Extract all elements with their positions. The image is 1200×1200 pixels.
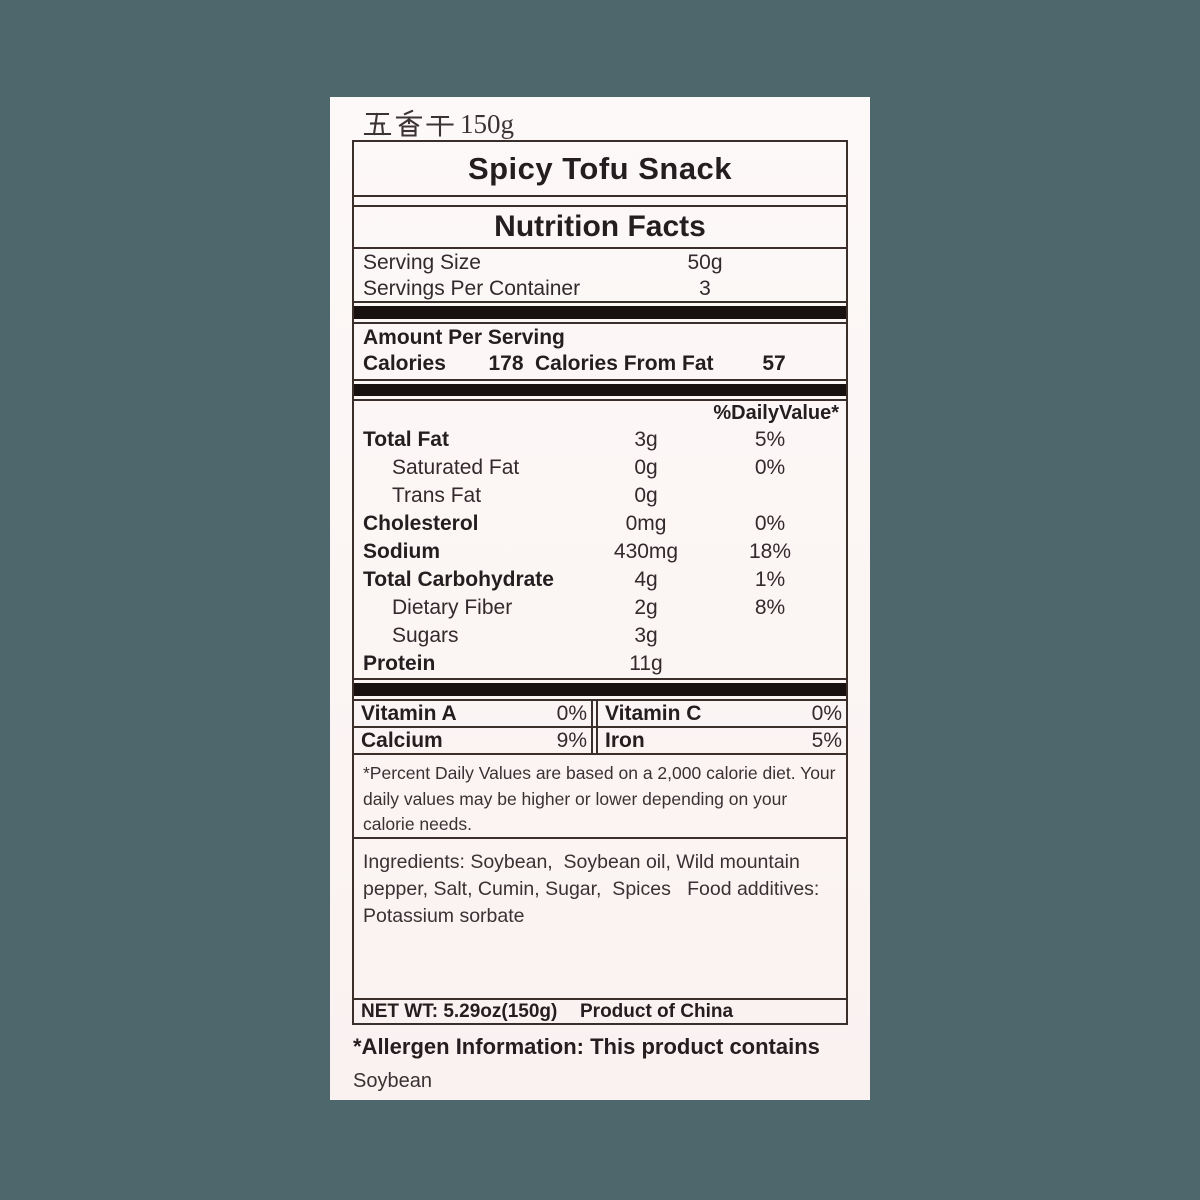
nutrient-label: Sodium (363, 540, 440, 563)
nutrient-dv (694, 622, 846, 650)
vitamin-label: Iron (605, 729, 645, 752)
nutrient-amount: 0g (634, 456, 658, 479)
nutrient-row-total-carbohydrate: Total Carbohydrate 4g 1% (354, 566, 846, 594)
vitamins-section: Vitamin A 0% Vitamin C 0% Calcium 9% Iro… (354, 699, 846, 755)
nutrient-row-sugars: Sugars 3g (354, 622, 846, 650)
vitamin-c-cell: Vitamin C 0% (596, 701, 846, 726)
serving-info-section: Serving Size 50g Servings Per Container … (354, 249, 846, 303)
calories-label: Calories (363, 352, 446, 375)
nutrient-label: Trans Fat (392, 484, 482, 507)
calories-value: 178 (488, 352, 524, 375)
nutrient-row-cholesterol: Cholesterol 0mg 0% (354, 510, 846, 538)
net-weight-top: 150g (460, 109, 514, 139)
package-photo: 150g Spicy Tofu Snack Nutrition Facts Se… (330, 97, 870, 1100)
nutrient-label: Protein (363, 652, 436, 675)
daily-value-heading: %DailyValue* (713, 402, 839, 424)
serving-size-row: Serving Size 50g (354, 250, 846, 276)
amount-per-serving-label: Amount Per Serving (363, 326, 565, 349)
nutrient-label: Saturated Fat (392, 456, 520, 479)
iron-cell: Iron 5% (596, 728, 846, 753)
nutrient-dv: 0% (754, 512, 786, 535)
nutrient-label: Cholesterol (363, 512, 479, 535)
vitamin-label: Calcium (361, 729, 443, 752)
nutrient-label: Total Fat (363, 428, 449, 451)
servings-per-container-row: Servings Per Container 3 (354, 276, 846, 302)
country-of-origin: Product of China (580, 1001, 734, 1022)
vitamin-value: 0% (556, 702, 587, 725)
nutrient-dv: 18% (748, 540, 792, 563)
section-divider-bar (354, 306, 846, 319)
vitamin-row-2: Calcium 9% Iron 5% (354, 726, 846, 753)
nutrient-amount: 0mg (625, 512, 667, 535)
nutrient-amount: 11g (629, 652, 663, 675)
ingredients-text: Ingredients: Soybean, Soybean oil, Wild … (354, 839, 846, 1000)
vitamin-value: 0% (811, 702, 842, 725)
vitamin-label: Vitamin A (361, 702, 457, 725)
allergen-information: *Allergen Information: This product cont… (353, 1033, 853, 1094)
net-weight-row: NET WT: 5.29oz(150g) Product of China (354, 1000, 846, 1023)
allergen-value: Soybean (353, 1070, 432, 1092)
serving-size-label: Serving Size (363, 251, 481, 274)
nutrient-amount: 430mg (613, 540, 679, 563)
vitamin-row-1: Vitamin A 0% Vitamin C 0% (354, 701, 846, 726)
nutrition-label-table: Spicy Tofu Snack Nutrition Facts Serving… (352, 140, 848, 1025)
nutrient-row-protein: Protein 11g (354, 650, 846, 678)
vitamin-label: Vitamin C (605, 702, 702, 725)
calories-from-fat-value: 57 (762, 352, 786, 375)
nutrients-section: %DailyValue* Total Fat 3g 5% Saturated F… (354, 399, 846, 680)
nutrient-amount: 2g (634, 596, 658, 619)
nutrient-row-dietary-fiber: Dietary Fiber 2g 8% (354, 594, 846, 622)
serving-size-value: 50g (687, 251, 723, 274)
nutrient-dv: 1% (754, 568, 786, 591)
nutrient-dv (694, 482, 846, 510)
title-divider-gap (354, 197, 846, 207)
vitamin-value: 5% (811, 729, 842, 752)
nutrient-dv: 5% (754, 428, 786, 451)
nutrient-label: Total Carbohydrate (363, 568, 554, 591)
section-divider-bar (354, 683, 846, 696)
section-divider-bar (354, 384, 846, 396)
nutrient-amount: 4g (634, 568, 658, 591)
calories-section: Amount Per Serving Calories 178 Calories… (354, 322, 846, 381)
calcium-cell: Calcium 9% (354, 728, 593, 753)
nutrient-row-trans-fat: Trans Fat 0g (354, 482, 846, 510)
nutrient-amount: 3g (634, 428, 658, 451)
nutrient-dv: 0% (754, 456, 786, 479)
calories-row: Calories 178 Calories From Fat 57 (354, 350, 846, 378)
product-title: Spicy Tofu Snack (354, 142, 846, 197)
servings-per-container-label: Servings Per Container (363, 277, 581, 300)
nutrient-label: Sugars (392, 624, 459, 647)
daily-value-footnote: *Percent Daily Values are based on a 2,0… (354, 755, 846, 839)
vitamin-value: 9% (556, 729, 587, 752)
nutrient-row-saturated-fat: Saturated Fat 0g 0% (354, 454, 846, 482)
nutrient-dv: 8% (754, 596, 786, 619)
nutrient-amount: 3g (634, 624, 658, 647)
servings-per-container-value: 3 (699, 277, 711, 300)
nutrient-label: Dietary Fiber (392, 596, 513, 619)
net-weight-value: NET WT: 5.29oz(150g) (361, 1001, 558, 1022)
calories-from-fat-label: Calories From Fat (535, 352, 714, 375)
chinese-characters-icon (363, 109, 454, 137)
nutrition-facts-heading: Nutrition Facts (354, 207, 846, 249)
allergen-heading: *Allergen Information: This product cont… (353, 1034, 820, 1059)
nutrient-amount: 0g (634, 484, 658, 507)
vitamin-a-cell: Vitamin A 0% (354, 701, 593, 726)
nutrient-row-total-fat: Total Fat 3g 5% (354, 426, 846, 454)
nutrient-dv (694, 650, 846, 678)
chinese-product-name: 150g (363, 108, 514, 138)
nutrient-row-sodium: Sodium 430mg 18% (354, 538, 846, 566)
